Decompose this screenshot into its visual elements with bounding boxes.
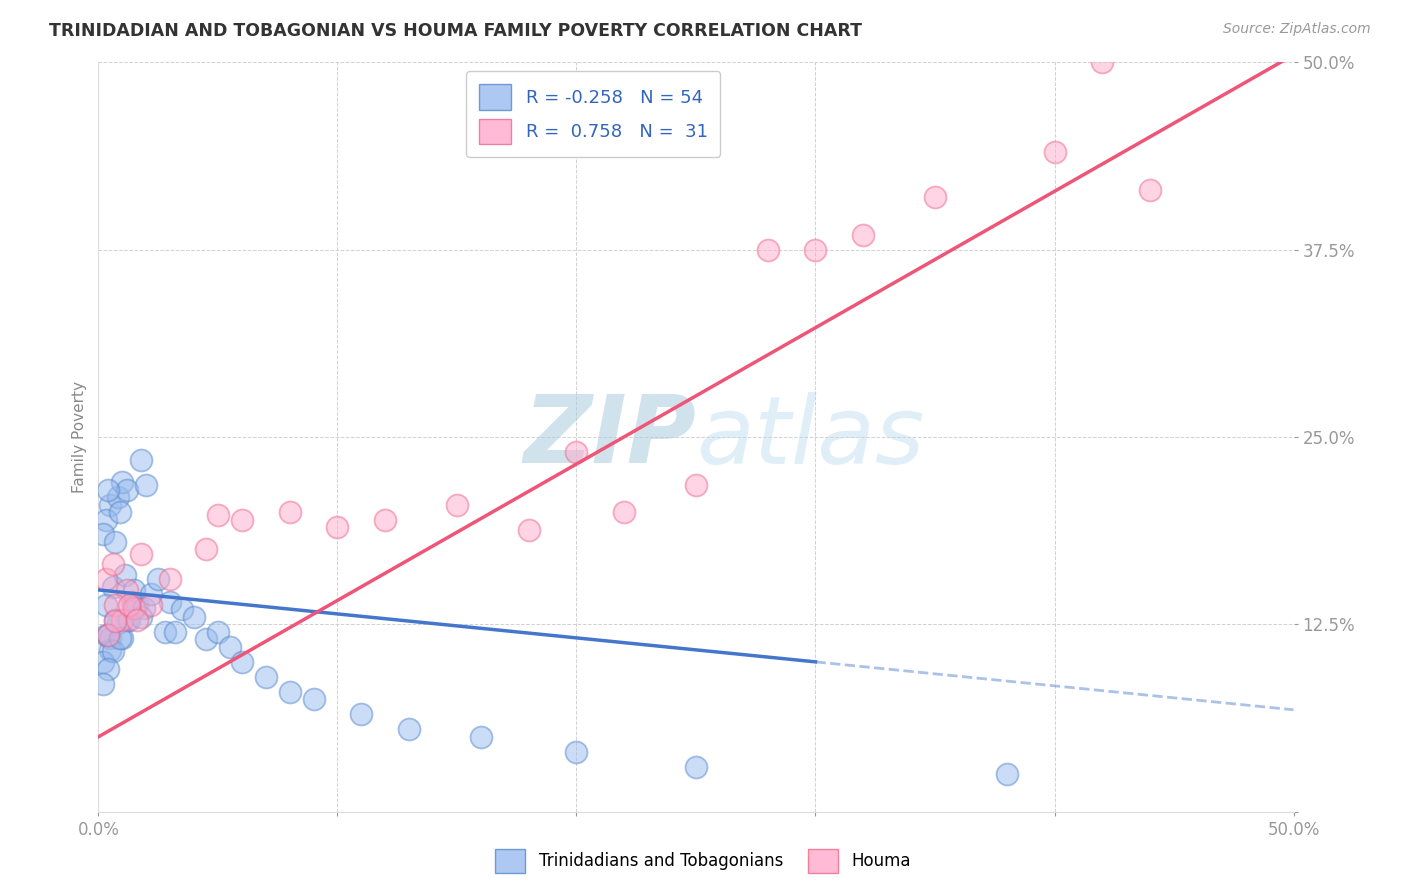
Point [91, 677, 114, 691]
Point [804, 243, 827, 257]
Point [97, 628, 120, 642]
Point [124, 598, 146, 612]
Point [97, 628, 120, 642]
Point [124, 582, 146, 597]
Point [159, 595, 181, 609]
Point [131, 610, 153, 624]
Point [111, 631, 134, 645]
Legend: R = -0.258   N = 54, R =  0.758   N =  31: R = -0.258 N = 54, R = 0.758 N = 31 [465, 71, 720, 157]
Point [101, 558, 124, 572]
Point [163, 624, 186, 639]
Point [94, 598, 117, 612]
Point [565, 745, 588, 759]
Point [91, 527, 114, 541]
Point [121, 595, 143, 609]
Point [613, 505, 636, 519]
Point [278, 685, 301, 699]
Point [115, 483, 138, 497]
Point [118, 613, 141, 627]
Point [1043, 145, 1066, 160]
Point [231, 655, 253, 669]
Point [326, 520, 349, 534]
Point [104, 598, 127, 612]
Point [278, 505, 301, 519]
Point [107, 615, 129, 630]
Point [124, 601, 146, 615]
Point [685, 478, 707, 492]
Text: TRINIDADIAN AND TOBAGONIAN VS HOUMA FAMILY POVERTY CORRELATION CHART: TRINIDADIAN AND TOBAGONIAN VS HOUMA FAMI… [49, 22, 862, 40]
Point [517, 523, 540, 537]
Point [350, 707, 373, 722]
Point [98, 498, 122, 512]
Point [183, 610, 205, 624]
Point [195, 542, 218, 557]
Point [159, 573, 181, 587]
Point [148, 573, 170, 587]
Point [756, 243, 779, 257]
Point [139, 598, 162, 612]
Point [125, 613, 148, 627]
Point [114, 568, 136, 582]
Point [1091, 55, 1114, 70]
Point [155, 624, 177, 639]
Point [172, 602, 194, 616]
Point [98, 643, 122, 657]
Y-axis label: Family Poverty: Family Poverty [72, 381, 87, 493]
Point [94, 628, 117, 642]
Point [685, 760, 707, 774]
Point [111, 475, 134, 489]
Point [108, 631, 131, 645]
Point [94, 573, 117, 587]
Text: Source: ZipAtlas.com: Source: ZipAtlas.com [1223, 22, 1371, 37]
Point [118, 598, 141, 612]
Point [374, 512, 396, 526]
Point [91, 655, 114, 669]
Point [107, 490, 129, 504]
Point [207, 508, 229, 522]
Point [131, 547, 153, 561]
Point [1139, 183, 1161, 197]
Point [101, 580, 124, 594]
Point [135, 478, 157, 492]
Point [104, 615, 127, 629]
Point [132, 601, 155, 615]
Text: ZIP: ZIP [523, 391, 696, 483]
Point [207, 624, 229, 639]
Point [924, 190, 946, 204]
Point [231, 512, 253, 526]
Point [101, 644, 124, 658]
Point [104, 613, 127, 627]
Point [98, 631, 122, 645]
Point [97, 483, 120, 497]
Point [195, 632, 218, 647]
Text: atlas: atlas [696, 392, 924, 483]
Point [302, 692, 325, 706]
Point [115, 613, 138, 627]
Point [108, 505, 131, 519]
Point [254, 670, 277, 684]
Point [565, 445, 588, 459]
Legend: Trinidadians and Tobagonians, Houma: Trinidadians and Tobagonians, Houma [488, 842, 918, 880]
Point [131, 452, 153, 467]
Point [94, 512, 117, 526]
Point [219, 640, 242, 654]
Point [139, 587, 162, 601]
Point [104, 535, 127, 549]
Point [97, 662, 120, 676]
Point [125, 598, 148, 612]
Point [446, 498, 468, 512]
Point [111, 613, 134, 627]
Point [995, 767, 1018, 781]
Point [852, 227, 875, 242]
Point [115, 582, 138, 597]
Point [398, 723, 420, 737]
Point [470, 730, 492, 744]
